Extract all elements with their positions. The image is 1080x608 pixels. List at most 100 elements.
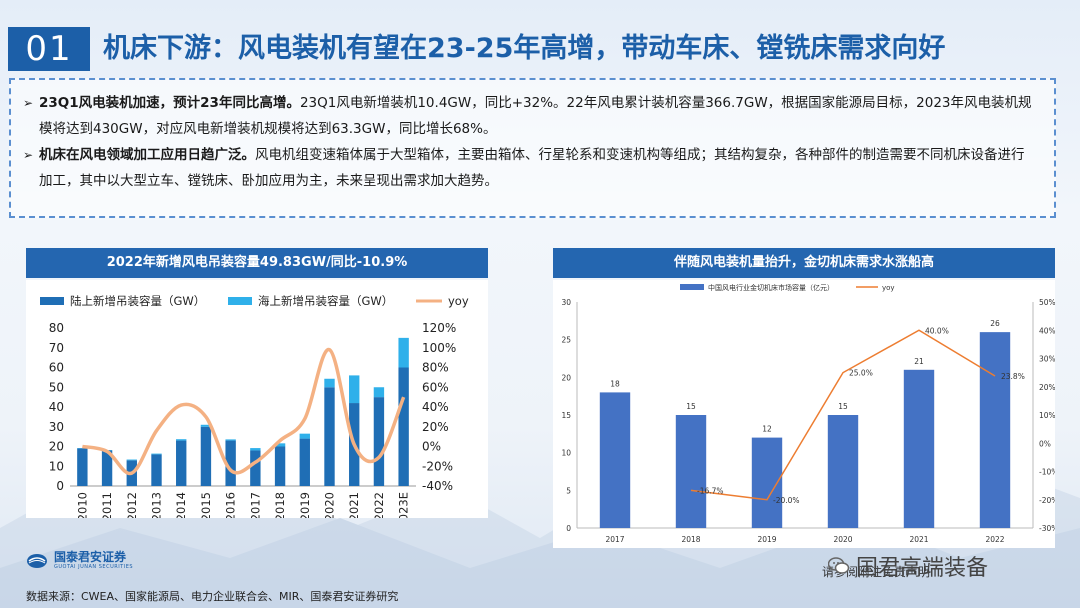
y-tick-label-right: 20% [422,420,449,434]
y-tick-label-right: 40% [1039,326,1055,335]
bar-onshore [225,440,236,486]
bar-market-size [979,332,1011,528]
bar-onshore [324,387,335,486]
x-tick-label: 2023E [397,492,411,518]
y-tick-label-right: -40% [422,479,453,493]
line-data-label: -16.7% [697,486,724,495]
x-tick-label: 2021 [347,492,361,518]
bullet-body: 风电机组变速箱体属于大型箱体，主要由箱体、行星轮系和变速机构等组成；其结构复杂，… [39,147,1025,189]
data-source: 数据来源：CWEA、国家能源局、电力企业联合会、MIR、国泰君安证券研究 [26,590,399,603]
bar-market-size [599,392,631,528]
x-tick-label: 2014 [174,492,188,518]
y-tick-label-right: 100% [422,341,456,355]
y-tick-label-left: 10 [561,449,571,458]
legend-swatch-market [680,284,704,290]
bar-offshore [349,375,360,404]
y-tick-label-right: -20% [1039,496,1055,505]
y-tick-label-right: 50% [1039,298,1055,307]
slide-title: 机床下游：风电装机有望在23-25年高增，带动车床、镗铣床需求向好 [103,33,946,64]
bar-market-size [675,415,707,528]
company-logo: 国泰君安证券 GUOTAI JUNAN SECURITIES [26,551,133,571]
line-data-label: 23.8% [1001,372,1025,381]
x-tick-label: 2012 [125,492,139,518]
bullet-text: 机床在风电领域加工应用日趋广泛。风电机组变速箱体属于大型箱体，主要由箱体、行星轮… [39,142,1034,194]
x-tick-label: 2022 [985,535,1004,544]
logo-english: GUOTAI JUNAN SECURITIES [54,564,134,570]
y-tick-label-right: 30% [1039,355,1055,364]
bullet-item: ➢ 23Q1风电装机加速，预计23年同比高增。23Q1风电新增装机10.4GW，… [23,90,1034,142]
x-tick-label: 2013 [150,492,164,518]
bullet-lead: 机床在风电领域加工应用日趋广泛。 [39,147,255,163]
bar-data-label: 12 [762,425,772,434]
bar-onshore [200,426,212,486]
y-tick-label-right: 20% [1039,383,1055,392]
y-tick-label-right: 120% [422,321,456,335]
bar-offshore [126,459,137,461]
left-chart-panel: 陆上新增吊装容量（GW） 海上新增吊装容量（GW） yoy 0 10 20 30 40 5… [26,280,488,529]
bar-onshore [299,438,310,486]
x-tick-label: 2011 [100,492,114,518]
bar-onshore [101,450,113,486]
right-chart-legend: 中国风电行业金切机床市场容量（亿元） yoy [680,283,895,292]
bar-market-size [827,415,859,528]
x-tick-label: 2018 [273,492,287,518]
legend-swatch-onshore [40,297,64,305]
y-tick-label-right: -10% [1039,468,1055,477]
bar-onshore [250,450,261,486]
x-tick-label: 2010 [75,492,89,518]
x-tick-label: 2019 [757,535,776,544]
wechat-watermark: 国君高端装备 [828,550,988,582]
y-tick-label-right: 10% [1039,411,1055,420]
y-tick-label-left: 25 [561,336,571,345]
watermark-text: 国君高端装备 [856,556,989,581]
y-tick-label-left: 20 [561,373,571,382]
bar-offshore [398,337,409,368]
logo-name: 国泰君安证券 [54,550,127,564]
legend-label-market: 中国风电行业金切机床市场容量（亿元） [708,283,834,292]
wechat-icon [828,557,850,574]
bar-offshore [274,443,286,447]
y-tick-label-right: -30% [1039,524,1055,533]
bullet-arrow-icon: ➢ [23,148,34,162]
summary-box: ➢ 23Q1风电装机加速，预计23年同比高增。23Q1风电新增装机10.4GW，… [9,78,1056,218]
line-data-label: 40.0% [925,326,949,335]
bar-offshore [200,424,212,427]
gtja-logo-icon [27,554,47,568]
y-tick-label-right: 80% [422,361,449,375]
x-tick-label: 2017 [248,492,262,518]
bar-data-label: 21 [914,357,924,366]
legend-label-yoy: yoy [882,284,895,292]
bar-offshore [250,448,261,451]
legend-label-yoy: yoy [448,294,469,308]
bullet-lead: 23Q1风电装机加速，预计23年同比高增。 [39,95,300,111]
bullet-text: 23Q1风电装机加速，预计23年同比高增。23Q1风电新增装机10.4GW，同比… [39,90,1034,142]
y-tick-label-left: 15 [561,411,571,420]
y-tick-label-left: 30 [561,298,571,307]
bar-offshore [151,453,162,455]
bar-offshore [324,378,335,388]
bullet-arrow-icon: ➢ [23,96,34,110]
bar-onshore [176,440,187,486]
bar-onshore [398,367,409,486]
bar-onshore [373,397,385,486]
bar-data-label: 15 [838,402,848,411]
bar-market-size [903,369,935,528]
x-tick-label: 2021 [909,535,928,544]
bar-data-label: 15 [686,402,696,411]
y-tick-label-left: 10 [49,459,64,473]
bar-offshore [225,439,236,441]
left-chart-svg: 陆上新增吊装容量（GW） 海上新增吊装容量（GW） yoy 0 10 20 30 40 5… [40,294,469,529]
y-tick-label-left: 60 [49,361,64,375]
y-tick-label-left: 80 [49,321,64,335]
right-chart-title: 伴随风电装机量抬升，金切机床需求水涨船高 [553,248,1055,278]
yoy-line [82,347,406,476]
y-tick-label-left: 20 [49,440,64,454]
bullet-body: 23Q1风电新增装机10.4GW，同比+32%。22年风电累计装机容量366.7… [39,95,1032,137]
legend-swatch-offshore [228,297,252,305]
y-tick-label-left: 70 [49,341,64,355]
y-tick-label-right: 0% [422,440,441,454]
bar-data-label: 18 [610,379,620,388]
bar-onshore [274,446,286,486]
bar-data-label: 26 [990,319,1000,328]
y-tick-label-left: 50 [49,380,64,394]
